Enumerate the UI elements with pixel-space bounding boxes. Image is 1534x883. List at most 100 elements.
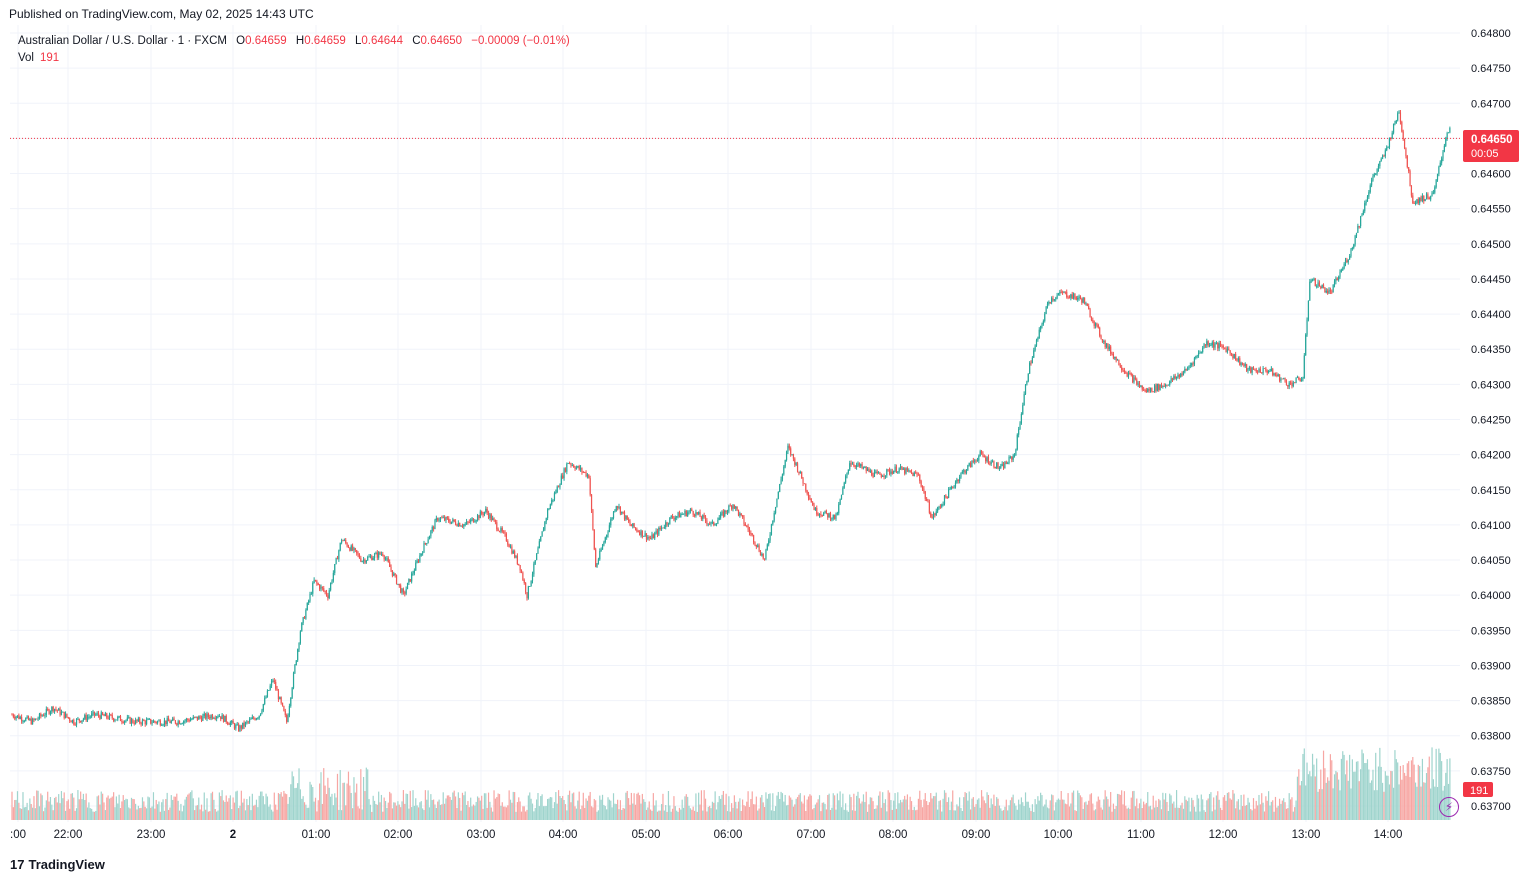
volume-bar bbox=[1365, 763, 1367, 820]
candle-body bbox=[978, 455, 980, 461]
volume-bar bbox=[534, 807, 536, 820]
candle-body bbox=[606, 534, 608, 538]
candle-body bbox=[1011, 456, 1013, 460]
volume-bar bbox=[877, 795, 880, 820]
candle-body bbox=[801, 471, 803, 479]
volume-bar bbox=[803, 795, 806, 820]
volume-bar bbox=[240, 790, 242, 820]
candle-body bbox=[1155, 385, 1157, 391]
candle-body bbox=[905, 468, 907, 474]
volume-bar bbox=[913, 806, 915, 820]
candle-body bbox=[937, 507, 939, 512]
candle-body bbox=[170, 720, 172, 724]
candle-body bbox=[698, 512, 700, 515]
candle-body bbox=[721, 511, 723, 514]
volume-bar bbox=[257, 807, 259, 820]
volume-bar bbox=[651, 810, 653, 820]
candle-body bbox=[287, 715, 289, 722]
price-badge-box bbox=[1463, 130, 1519, 162]
volume-bar bbox=[563, 799, 565, 820]
volume-bar bbox=[1371, 780, 1373, 820]
candle-body bbox=[16, 715, 19, 717]
candle-body bbox=[607, 531, 609, 535]
candle-body bbox=[438, 519, 440, 521]
candle-body bbox=[1056, 295, 1058, 299]
candle-body bbox=[1121, 367, 1123, 371]
volume-bar bbox=[1100, 807, 1102, 820]
candle-body bbox=[823, 512, 825, 516]
candle-body bbox=[1009, 456, 1012, 458]
volume-bar bbox=[1285, 808, 1288, 820]
lightning-icon[interactable]: ⚡ bbox=[1439, 797, 1459, 817]
candle-body bbox=[152, 720, 155, 723]
volume-bar bbox=[259, 791, 262, 820]
volume-bar bbox=[1148, 806, 1150, 820]
volume-bar bbox=[813, 808, 815, 820]
volume-bar bbox=[1060, 790, 1062, 820]
volume-bar bbox=[840, 807, 843, 820]
volume-bar bbox=[742, 799, 744, 820]
volume-bar bbox=[542, 806, 545, 820]
volume-bar bbox=[1196, 794, 1198, 820]
candle-body bbox=[1405, 148, 1407, 157]
volume-bar bbox=[604, 806, 606, 820]
volume-bar bbox=[1016, 809, 1018, 820]
candle-body bbox=[1292, 382, 1294, 387]
volume-bar bbox=[912, 810, 914, 820]
volume-bar bbox=[200, 804, 203, 820]
candle-body bbox=[950, 486, 952, 489]
candle-body bbox=[1016, 434, 1018, 450]
candle-body bbox=[121, 721, 123, 722]
volume-label[interactable]: Vol bbox=[18, 52, 34, 64]
volume-bar bbox=[1435, 748, 1437, 820]
volume-bar bbox=[1123, 791, 1125, 820]
volume-bar bbox=[663, 810, 665, 820]
candle-body bbox=[19, 717, 21, 719]
volume-bar bbox=[303, 802, 306, 820]
volume-bar bbox=[404, 803, 406, 820]
volume-bar bbox=[1145, 802, 1147, 820]
candle-body bbox=[99, 715, 101, 719]
candle-body bbox=[23, 721, 25, 722]
volume-bar bbox=[53, 797, 56, 820]
volume-bar bbox=[1247, 797, 1249, 820]
candle-body bbox=[1000, 465, 1002, 468]
candle-body bbox=[379, 552, 381, 555]
volume-bar bbox=[839, 791, 841, 820]
volume-bar bbox=[1398, 784, 1400, 820]
candle-body bbox=[1441, 158, 1443, 163]
price-axis[interactable]: 0.648000.647500.647000.646500.646000.645… bbox=[1471, 28, 1511, 813]
volume-bar bbox=[1041, 795, 1043, 820]
symbol-title[interactable]: Australian Dollar / U.S. Dollar · 1 · FX… bbox=[18, 35, 227, 47]
volume-bar bbox=[122, 795, 124, 820]
volume-bar bbox=[1274, 796, 1277, 820]
volume-bar bbox=[861, 801, 863, 820]
volume-bar bbox=[1180, 805, 1182, 820]
volume-bar bbox=[395, 805, 398, 820]
candle-body bbox=[787, 445, 789, 452]
tradingview-logo[interactable]: 17 TradingView bbox=[10, 857, 105, 872]
y-tick-label: 0.63700 bbox=[1471, 801, 1511, 813]
volume-bar bbox=[81, 799, 83, 820]
volume-bar bbox=[849, 794, 851, 820]
volume-bar bbox=[794, 804, 796, 820]
candle-body bbox=[1149, 387, 1152, 391]
candle-body bbox=[1104, 341, 1106, 348]
candle-body bbox=[842, 487, 844, 495]
time-axis[interactable]: :00 22:00 23:00 2 01:00 02:00 03:00 04:00 05:00 0… bbox=[10, 829, 1402, 841]
volume-bar bbox=[124, 800, 126, 820]
candle-body bbox=[444, 517, 446, 521]
candle-body bbox=[33, 718, 35, 721]
volume-bar bbox=[128, 807, 130, 820]
volume-bar bbox=[589, 791, 591, 820]
volume-bar bbox=[693, 810, 696, 820]
candle-body bbox=[481, 511, 483, 514]
candle-body bbox=[1233, 353, 1235, 359]
volume-bar bbox=[498, 794, 501, 820]
volume-bar bbox=[248, 796, 251, 820]
volume-bar bbox=[1038, 800, 1040, 820]
volume-bar bbox=[985, 803, 987, 820]
volume-bar bbox=[748, 807, 751, 820]
volume-bar bbox=[298, 768, 300, 820]
